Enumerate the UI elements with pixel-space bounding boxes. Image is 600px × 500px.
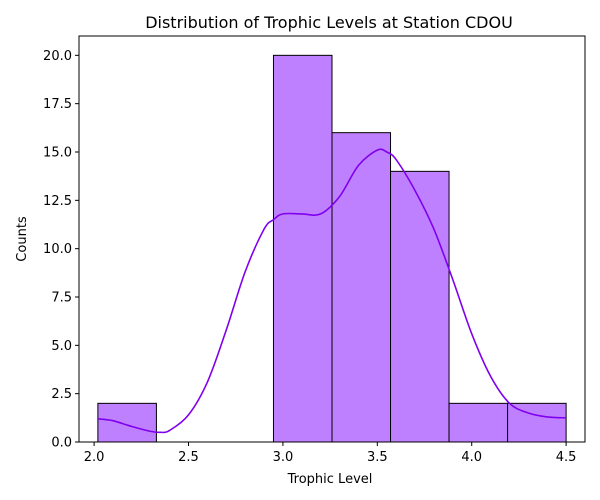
x-axis-ticks: 2.0 2.5 3.0 3.5 4.0 4.5 bbox=[84, 442, 577, 465]
kde-curve bbox=[97, 148, 567, 434]
histogram-bar bbox=[272, 54, 333, 443]
histogram-bars bbox=[97, 54, 567, 443]
histogram-bar bbox=[507, 402, 567, 443]
y-tick-label: 5.0 bbox=[51, 339, 72, 354]
y-tick-label: 7.5 bbox=[51, 291, 72, 306]
x-tick-label: 4.0 bbox=[461, 450, 482, 465]
x-tick-label: 2.5 bbox=[178, 450, 199, 465]
y-tick-label: 20.0 bbox=[43, 49, 72, 64]
kde-line bbox=[97, 148, 567, 434]
y-tick-label: 12.5 bbox=[43, 194, 72, 209]
histogram-bar bbox=[390, 170, 450, 443]
x-tick-label: 2.0 bbox=[84, 450, 105, 465]
x-tick-label: 3.5 bbox=[367, 450, 388, 465]
axes-frame bbox=[78, 35, 586, 443]
y-tick-label: 17.5 bbox=[43, 97, 72, 112]
x-tick-label: 3.0 bbox=[273, 450, 294, 465]
y-tick-label: 15.0 bbox=[43, 146, 72, 161]
x-axis-label: Trophic Level bbox=[287, 472, 373, 487]
histogram-bar bbox=[331, 132, 392, 443]
y-axis-ticks: 0.0 2.5 5.0 7.5 10.0 12.5 15.0 17.5 20.0 bbox=[43, 49, 79, 451]
y-tick-label: 0.0 bbox=[51, 436, 72, 451]
histogram-bar bbox=[448, 402, 509, 443]
y-tick-label: 10.0 bbox=[43, 242, 72, 257]
chart-title: Distribution of Trophic Levels at Statio… bbox=[145, 13, 513, 32]
y-tick-label: 2.5 bbox=[51, 387, 72, 402]
x-tick-label: 4.5 bbox=[556, 450, 577, 465]
y-axis-label: Counts bbox=[15, 216, 30, 262]
histogram-bar bbox=[97, 402, 157, 443]
